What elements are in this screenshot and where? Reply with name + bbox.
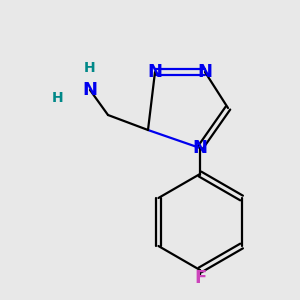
Text: F: F: [194, 269, 206, 287]
Text: N: N: [148, 63, 163, 81]
Text: N: N: [82, 81, 98, 99]
Text: H: H: [52, 91, 64, 105]
Text: N: N: [193, 139, 208, 157]
Text: N: N: [197, 63, 212, 81]
Text: H: H: [84, 61, 96, 75]
